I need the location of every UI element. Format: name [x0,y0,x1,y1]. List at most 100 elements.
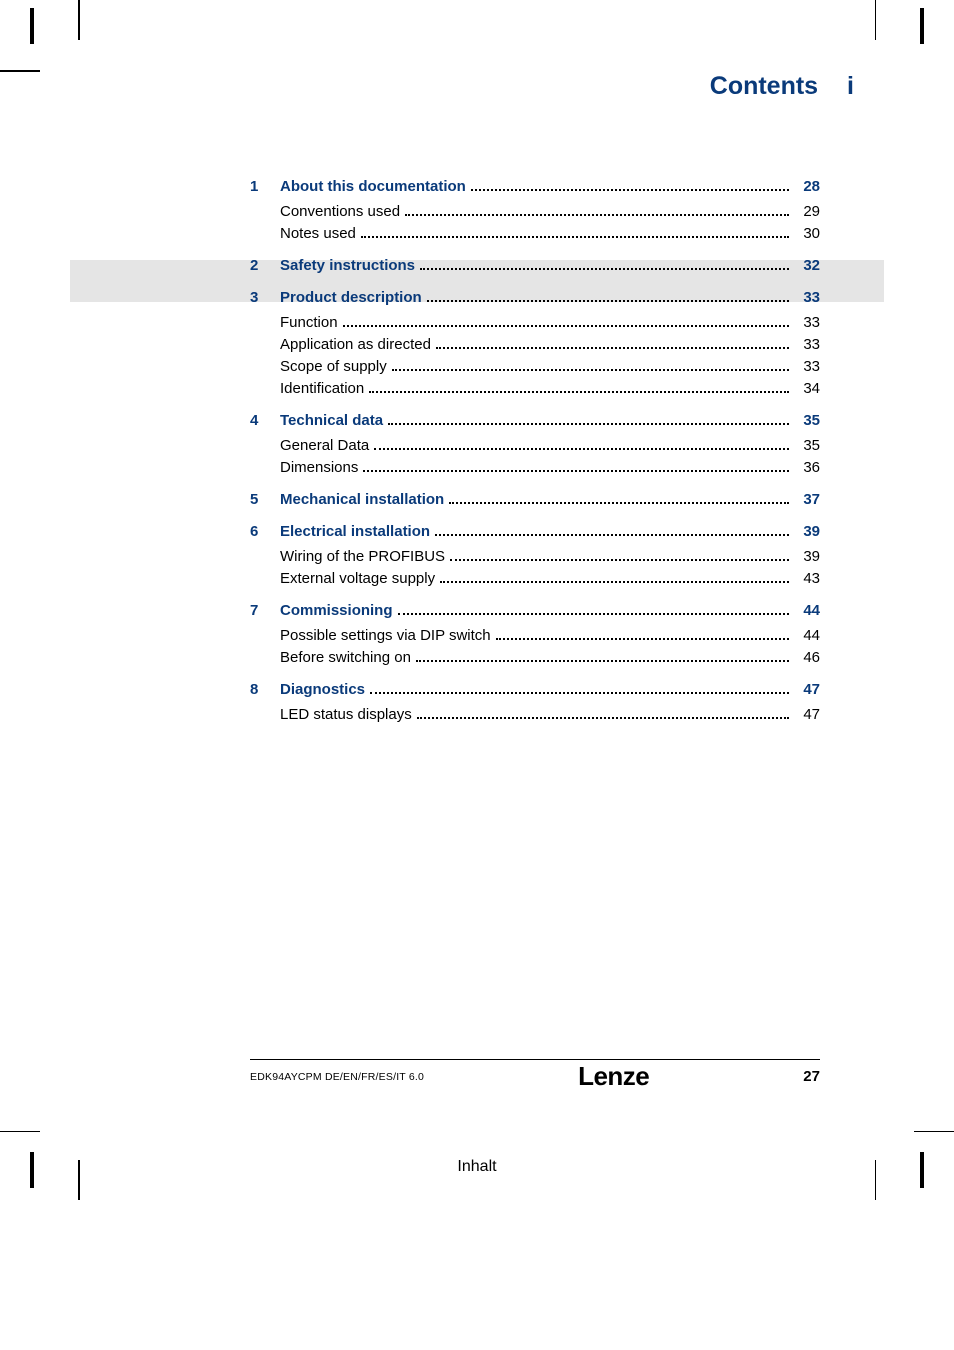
toc-gap [250,479,820,489]
toc-title: Notes used [280,223,356,245]
crop-mark [78,0,80,40]
toc-page: 39 [794,521,820,543]
toc-sub-row: External voltage supply43 [250,568,820,590]
toc-title: Possible settings via DIP switch [280,625,491,647]
toc-section-row: 6Electrical installation39 [250,521,820,543]
toc-title: Mechanical installation [280,489,444,511]
toc-page: 30 [794,223,820,245]
toc-sub-row: Function 33 [250,312,820,334]
toc-num: 1 [250,176,280,198]
crop-mark [0,70,40,72]
toc-page: 28 [794,176,820,198]
toc-leader [363,466,789,472]
toc-page: 33 [794,356,820,378]
toc-page: 44 [794,625,820,647]
footer-brand: Lenze [578,1061,649,1092]
toc-title: LED status displays [280,704,412,726]
toc-leader [436,343,789,349]
toc-leader [388,419,789,425]
toc-num: 8 [250,679,280,701]
footer-page-number: 27 [803,1068,820,1085]
toc-page: 36 [794,457,820,479]
footer-rule [250,1059,820,1060]
toc-title: General Data [280,435,369,457]
toc-title: Product description [280,287,422,309]
toc-page: 33 [794,334,820,356]
footer: EDK94AYCPM DE/EN/FR/ES/IT 6.0 Lenze 27 [250,1061,820,1092]
toc-page: 39 [794,546,820,568]
toc-num: 4 [250,410,280,432]
toc-leader [361,232,789,238]
toc-sub-row: Application as directed 33 [250,334,820,356]
crop-mark [875,0,877,40]
toc-page: 35 [794,435,820,457]
toc-leader [417,713,789,719]
toc-page: 44 [794,600,820,622]
toc-leader [416,656,789,662]
toc-leader [449,498,789,504]
toc-leader [392,365,789,371]
toc-gap [250,277,820,287]
toc-page: 29 [794,201,820,223]
toc-page: 47 [794,704,820,726]
toc-leader [420,264,789,270]
toc-sub-row: Possible settings via DIP switch 44 [250,625,820,647]
toc-num: 3 [250,287,280,309]
table-of-contents: 1About this documentation28Conventions u… [250,176,820,726]
toc-gap [250,400,820,410]
toc-sub-row: Identification 34 [250,378,820,400]
toc-leader [369,387,789,393]
toc-leader [427,296,789,302]
toc-sub-row: Wiring of the PROFIBUS 39 [250,546,820,568]
toc-page: 46 [794,647,820,669]
toc-leader [435,530,789,536]
toc-title: Identification [280,378,364,400]
toc-title: Safety instructions [280,255,415,277]
toc-section-row: 4Technical data 35 [250,410,820,432]
toc-leader [370,688,789,694]
toc-sub-row: Notes used 30 [250,223,820,245]
toc-title: About this documentation [280,176,466,198]
toc-section-row: 2Safety instructions 32 [250,255,820,277]
toc-page: 35 [794,410,820,432]
toc-section-row: 8Diagnostics47 [250,679,820,701]
toc-page: 32 [794,255,820,277]
toc-section-row: 3Product description 33 [250,287,820,309]
toc-section-row: 1About this documentation 28 [250,176,820,198]
side-bar [920,8,924,44]
toc-sub-row: Conventions used29 [250,201,820,223]
toc-gap [250,590,820,600]
toc-gap [250,245,820,255]
toc-leader [405,210,789,216]
toc-sub-row: LED status displays 47 [250,704,820,726]
toc-leader [471,185,789,191]
toc-page: 47 [794,679,820,701]
toc-title: Function [280,312,338,334]
toc-num: 2 [250,255,280,277]
toc-page: 33 [794,287,820,309]
toc-page: 37 [794,489,820,511]
toc-title: Before switching on [280,647,411,669]
footer-code: EDK94AYCPM DE/EN/FR/ES/IT 6.0 [250,1071,424,1083]
toc-page: 43 [794,568,820,590]
page-title-text: Contents [710,72,818,100]
toc-title: Scope of supply [280,356,387,378]
crop-mark [0,1131,40,1133]
toc-sub-row: Scope of supply 33 [250,356,820,378]
toc-title: Wiring of the PROFIBUS [280,546,445,568]
toc-gap [250,511,820,521]
toc-sub-row: General Data 35 [250,435,820,457]
toc-leader [496,634,789,640]
toc-sub-row: Before switching on 46 [250,647,820,669]
crop-mark [914,1131,954,1133]
toc-num: 7 [250,600,280,622]
toc-num: 6 [250,521,280,543]
page: Contents i 1About this documentation28Co… [0,0,954,1350]
toc-title: Application as directed [280,334,431,356]
page-title: Contents i [710,72,854,101]
toc-page: 34 [794,378,820,400]
side-bar [30,8,34,44]
toc-num: 5 [250,489,280,511]
toc-title: Technical data [280,410,383,432]
toc-page: 33 [794,312,820,334]
